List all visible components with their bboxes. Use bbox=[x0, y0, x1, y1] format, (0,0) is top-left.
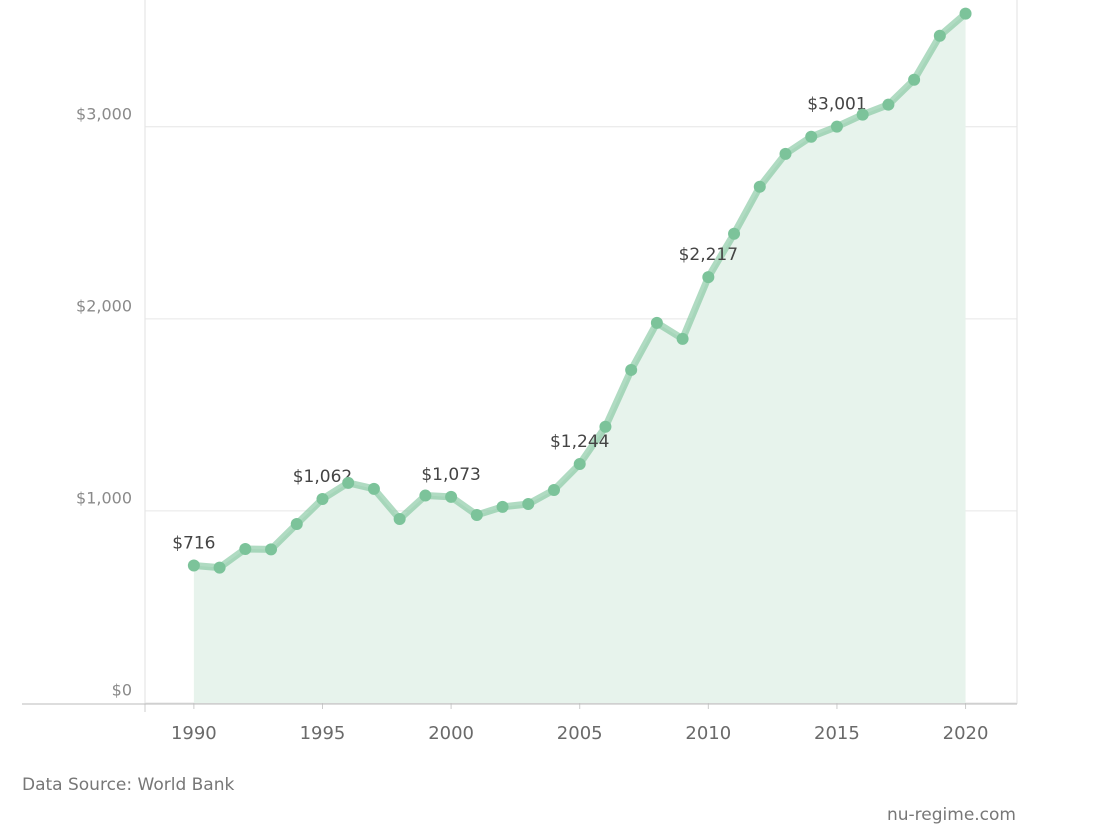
y-tick-label: $1,000 bbox=[76, 488, 132, 507]
value-label: $3,001 bbox=[807, 95, 866, 115]
point bbox=[522, 498, 535, 511]
point bbox=[753, 180, 766, 193]
point bbox=[470, 508, 483, 521]
value-label: $3,589 bbox=[936, 0, 995, 2]
point bbox=[650, 316, 663, 329]
x-tick-label: 2005 bbox=[557, 723, 603, 744]
value-label: $1,244 bbox=[550, 432, 609, 452]
y-tick-label: $3,000 bbox=[76, 104, 132, 123]
value-label: $2,217 bbox=[679, 245, 738, 265]
point bbox=[805, 130, 818, 143]
x-tick-label: 2000 bbox=[428, 723, 474, 744]
x-tick-label: 2020 bbox=[943, 723, 989, 744]
point bbox=[856, 108, 869, 121]
value-label: $716 bbox=[172, 533, 215, 553]
point bbox=[625, 363, 638, 376]
point bbox=[342, 476, 355, 489]
point bbox=[316, 493, 329, 506]
point bbox=[702, 271, 715, 284]
point bbox=[367, 482, 380, 495]
point bbox=[445, 490, 458, 503]
x-tick-label: 1995 bbox=[300, 723, 346, 744]
x-tick-label: 2010 bbox=[685, 723, 731, 744]
source-note: Data Source: World Bank bbox=[22, 775, 234, 795]
credit: nu-regime.com bbox=[887, 805, 1016, 825]
point bbox=[265, 543, 278, 556]
point bbox=[419, 489, 432, 502]
point bbox=[187, 559, 200, 572]
y-tick-label: $2,000 bbox=[76, 296, 132, 315]
point bbox=[239, 542, 252, 555]
point bbox=[496, 500, 509, 513]
point bbox=[933, 29, 946, 42]
point bbox=[547, 483, 560, 496]
value-label: $1,073 bbox=[421, 465, 480, 485]
x-tick-label: 2015 bbox=[814, 723, 860, 744]
x-tick-label: 1990 bbox=[171, 723, 217, 744]
point bbox=[213, 561, 226, 574]
value-label: $1,062 bbox=[293, 467, 352, 487]
point bbox=[573, 458, 586, 471]
point bbox=[882, 98, 895, 111]
point bbox=[728, 227, 741, 240]
y-tick-label: $0 bbox=[112, 681, 132, 700]
point bbox=[908, 73, 921, 86]
point bbox=[676, 332, 689, 345]
point bbox=[290, 517, 303, 530]
point bbox=[779, 147, 792, 160]
point bbox=[959, 7, 972, 20]
area bbox=[193, 13, 966, 703]
point bbox=[393, 512, 406, 525]
point bbox=[599, 420, 612, 433]
point bbox=[830, 120, 843, 133]
